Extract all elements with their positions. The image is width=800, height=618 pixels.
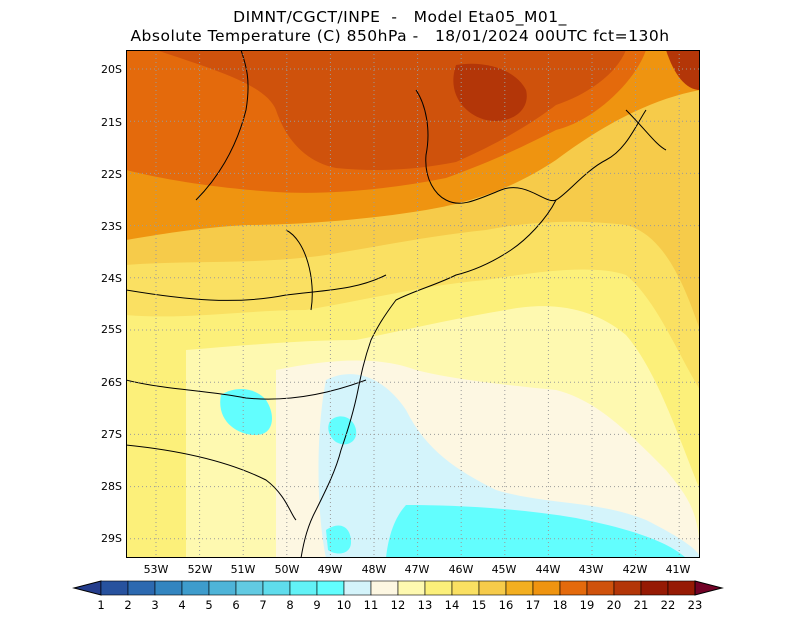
colorbar-label: 2 — [124, 598, 132, 612]
colorbar-segment — [397, 580, 426, 596]
colorbar-label: 3 — [151, 598, 159, 612]
colorbar-label: 20 — [606, 598, 622, 612]
colorbar-label: 7 — [259, 598, 267, 612]
colorbar-label: 6 — [232, 598, 240, 612]
lat-label: 29S — [101, 532, 122, 545]
colorbar-segment — [343, 580, 372, 596]
colorbar-segment — [127, 580, 156, 596]
lat-label: 25S — [101, 323, 122, 336]
colorbar-label: 8 — [286, 598, 294, 612]
colorbar-label: 12 — [390, 598, 406, 612]
colorbar-segment — [289, 580, 318, 596]
lon-label: 47W — [404, 563, 430, 576]
colorbar-segment — [181, 580, 210, 596]
colorbar-segment — [370, 580, 399, 596]
coastline-borders — [126, 50, 667, 558]
graticule — [126, 50, 700, 558]
colorbar-label: 19 — [579, 598, 595, 612]
lon-label: 48W — [361, 563, 387, 576]
lat-label: 22S — [101, 168, 122, 181]
lat-label: 23S — [101, 220, 122, 233]
colorbar-segment — [694, 580, 724, 596]
lon-label: 53W — [143, 563, 169, 576]
field-temp-21 — [453, 63, 527, 121]
map-frame — [126, 50, 700, 558]
lon-label: 43W — [578, 563, 604, 576]
field-temp-21b — [666, 50, 700, 90]
colorbar-label: 18 — [552, 598, 568, 612]
lon-label: 52W — [187, 563, 213, 576]
colorbar-segment — [532, 580, 561, 596]
lat-label: 24S — [101, 272, 122, 285]
colorbar-segment — [640, 580, 669, 596]
lon-label: 45W — [491, 563, 517, 576]
lon-label: 49W — [317, 563, 343, 576]
colorbar-segment — [451, 580, 480, 596]
lon-label: 44W — [535, 563, 561, 576]
colorbar-segment — [478, 580, 507, 596]
chart-title: DIMNT/CGCT/INPE - Model Eta05_M01_ — [233, 8, 567, 26]
lat-label: 26S — [101, 376, 122, 389]
colorbar-label: 4 — [178, 598, 186, 612]
colorbar-segment — [154, 580, 183, 596]
lon-label: 42W — [622, 563, 648, 576]
colorbar-label: 5 — [205, 598, 213, 612]
colorbar-segment — [505, 580, 534, 596]
lon-label: 46W — [448, 563, 474, 576]
colorbar-label: 13 — [417, 598, 433, 612]
field-temp-10d — [326, 525, 351, 554]
colorbar — [72, 580, 724, 596]
colorbar-segment — [667, 580, 696, 596]
lat-label: 20S — [101, 63, 122, 76]
colorbar-segment — [559, 580, 588, 596]
chart-subtitle: Absolute Temperature (C) 850hPa - 18/01/… — [130, 27, 670, 45]
lat-label: 21S — [101, 116, 122, 129]
colorbar-label: 17 — [525, 598, 541, 612]
colorbar-segment — [262, 580, 291, 596]
colorbar-segment — [424, 580, 453, 596]
colorbar-label: 10 — [336, 598, 352, 612]
field-temp-10a — [220, 388, 272, 435]
colorbar-segment — [586, 580, 615, 596]
colorbar-label: 15 — [471, 598, 487, 612]
colorbar-label: 21 — [633, 598, 649, 612]
colorbar-label: 11 — [363, 598, 379, 612]
lat-label: 28S — [101, 480, 122, 493]
colorbar-segment — [235, 580, 264, 596]
lon-label: 50W — [274, 563, 300, 576]
temperature-map — [126, 50, 700, 558]
lon-label: 51W — [230, 563, 256, 576]
colorbar-label: 23 — [687, 598, 703, 612]
colorbar-segment — [100, 580, 129, 596]
colorbar-label: 9 — [313, 598, 321, 612]
lon-label: 41W — [665, 563, 691, 576]
colorbar-segment — [72, 580, 102, 596]
colorbar-label: 1 — [97, 598, 105, 612]
colorbar-segment — [316, 580, 345, 596]
colorbar-label: 14 — [444, 598, 460, 612]
colorbar-label: 22 — [660, 598, 676, 612]
lat-label: 27S — [101, 428, 122, 441]
colorbar-segment — [613, 580, 642, 596]
colorbar-label: 16 — [498, 598, 514, 612]
colorbar-segment — [208, 580, 237, 596]
